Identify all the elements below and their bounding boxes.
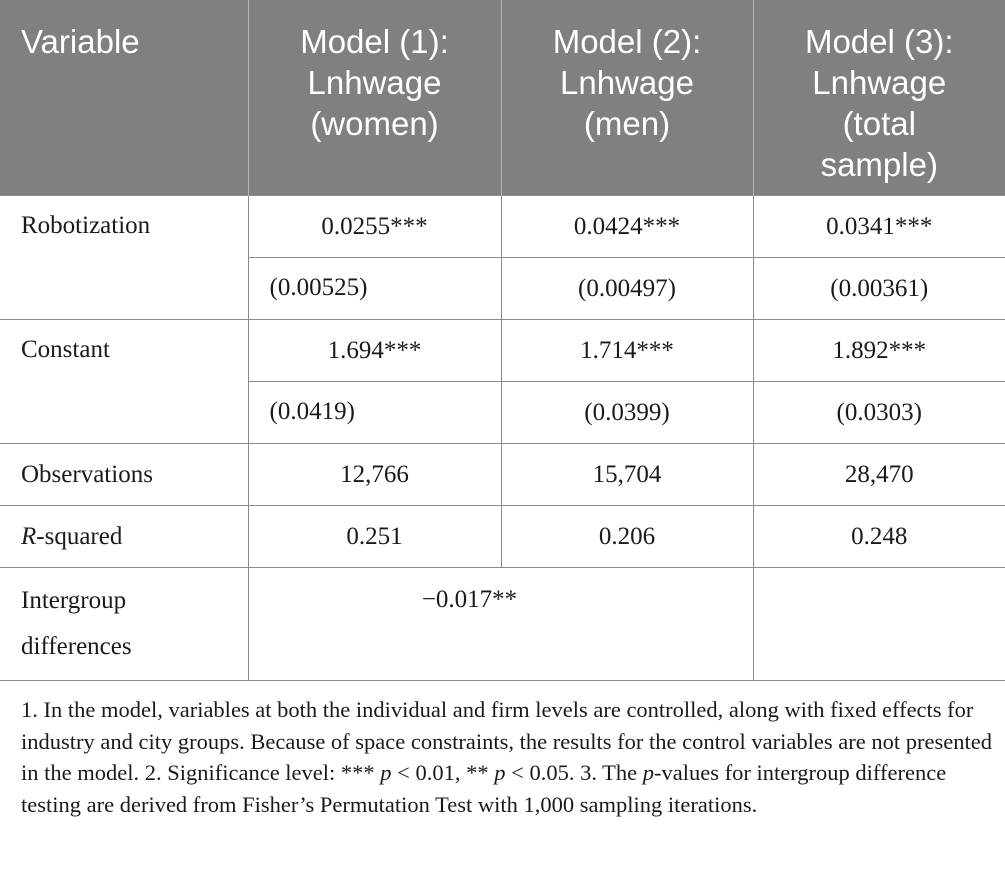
row-label-intergroup: Intergroup differences (0, 567, 249, 681)
regression-table: Variable Model (1): Lnhwage (women) Mode… (0, 0, 1005, 681)
header-row: Variable Model (1): Lnhwage (women) Mode… (0, 0, 1005, 196)
table-row: Robotization 0.0255*** 0.0424*** 0.0341*… (0, 195, 1005, 320)
row-label-robotization: Robotization (0, 195, 249, 320)
cell-coef: 1.714*** (500, 319, 754, 382)
cell-coef: 1.892*** (752, 319, 1005, 382)
table-row: Constant 1.694*** 1.714*** 1.892*** (0, 319, 1005, 444)
cell-se: (0.0399) (500, 381, 754, 444)
cell-coef: 1.694*** (247, 319, 502, 382)
cell-value: 15,704 (500, 443, 754, 506)
cell-se: (0.00497) (500, 257, 754, 320)
row-label-observations: Observations (0, 443, 249, 506)
cell-intergroup-difference: −0.017** (247, 567, 754, 681)
header-model-3: Model (3): Lnhwage (total sample) (752, 0, 1005, 196)
cell-value: 0.248 (752, 505, 1005, 568)
cell-se: (0.00525) (248, 257, 502, 320)
header-model-2: Model (2): Lnhwage (men) (500, 0, 753, 196)
table-row: R-squared 0.251 0.206 0.248 (0, 505, 1005, 568)
cell-value: 0.251 (247, 505, 502, 568)
cell-value: 0.206 (500, 505, 754, 568)
table-row: Intergroup differences −0.017** (0, 567, 1005, 681)
cell-se: (0.0303) (752, 381, 1005, 444)
cell-coef: 0.0424*** (500, 195, 754, 258)
cell-empty (752, 567, 1005, 681)
cell-coef: 0.0341*** (752, 195, 1005, 258)
cell-se: (0.00361) (752, 257, 1005, 320)
cell-value: 28,470 (752, 443, 1005, 506)
row-label-constant: Constant (0, 319, 249, 444)
row-label-rsquared: R-squared (0, 505, 249, 568)
cell-se: (0.0419) (248, 381, 502, 444)
table-row: (0.00525) (0.00497) (0.00361) (0, 257, 1005, 320)
table-footnote: 1. In the model, variables at both the i… (21, 697, 992, 817)
cell-coef: 0.0255*** (247, 195, 502, 258)
header-model-1: Model (1): Lnhwage (women) (247, 0, 501, 196)
table-row: Observations 12,766 15,704 28,470 (0, 443, 1005, 506)
header-variable: Variable (0, 0, 248, 196)
cell-value: 12,766 (247, 443, 502, 506)
table-row: (0.0419) (0.0399) (0.0303) (0, 381, 1005, 444)
